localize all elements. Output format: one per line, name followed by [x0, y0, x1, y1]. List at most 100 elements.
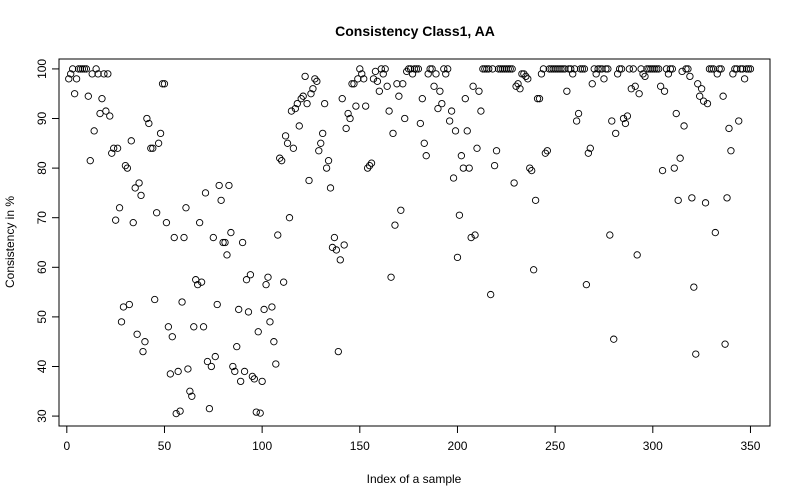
data-point [569, 70, 577, 78]
data-point [217, 196, 225, 204]
data-point [619, 114, 628, 123]
data-point [160, 80, 169, 88]
data-point [125, 300, 133, 309]
y-axis: 30 40 50 60 70 80 90 100 [35, 59, 59, 423]
data-point [385, 107, 393, 115]
data-point [301, 72, 309, 81]
data-point [231, 367, 239, 376]
data-point [225, 181, 233, 190]
data-point [410, 65, 419, 73]
data-point [143, 114, 151, 123]
data-point [475, 87, 483, 95]
data-point [590, 65, 598, 73]
data-point [74, 65, 83, 73]
data-point [604, 65, 612, 73]
data-point [72, 75, 81, 83]
data-point [420, 139, 428, 147]
data-point [729, 70, 737, 78]
data-point [170, 233, 178, 242]
data-point [199, 323, 208, 331]
data-point [70, 90, 79, 98]
data-point [586, 144, 594, 152]
data-point [92, 65, 100, 73]
data-point [111, 216, 120, 224]
data-point [362, 102, 370, 110]
x-tick-label: 350 [740, 439, 760, 453]
data-point [360, 75, 368, 83]
data-point [383, 82, 391, 90]
data-point [514, 80, 522, 88]
data-point [608, 117, 616, 125]
data-point [358, 70, 366, 78]
data-point [541, 149, 550, 157]
data-point [303, 99, 311, 108]
data-point [494, 65, 503, 73]
data-point [209, 233, 217, 242]
data-point [363, 164, 372, 172]
data-point [625, 65, 634, 73]
data-point [365, 161, 374, 170]
data-point [190, 323, 198, 331]
data-point [637, 65, 645, 73]
data-point [547, 65, 555, 73]
data-point [393, 80, 401, 88]
x-tick-label: 250 [545, 439, 565, 453]
data-point [711, 228, 719, 237]
data-point [65, 75, 73, 83]
data-point [330, 233, 339, 242]
data-point [332, 246, 341, 254]
data-point [610, 335, 618, 343]
data-point [219, 238, 227, 247]
data-point [444, 65, 452, 73]
data-point [69, 65, 77, 73]
data-point [311, 75, 319, 83]
data-point [369, 75, 378, 83]
data-point [565, 65, 573, 73]
data-points [65, 65, 755, 418]
data-point [596, 65, 604, 73]
data-point [399, 80, 407, 88]
data-point [135, 179, 143, 187]
data-point [102, 107, 110, 115]
data-point [229, 362, 237, 371]
data-point [266, 318, 274, 326]
data-point [600, 75, 608, 83]
data-point [668, 65, 676, 73]
data-point [299, 92, 307, 100]
data-point [512, 82, 520, 90]
data-point [207, 362, 216, 371]
data-point [184, 365, 192, 373]
data-point [621, 119, 630, 128]
data-point [504, 65, 512, 73]
data-point [406, 65, 415, 73]
data-point [172, 409, 180, 418]
data-point [346, 114, 354, 123]
data-point [188, 392, 196, 400]
data-point [166, 370, 174, 378]
data-point [309, 85, 317, 93]
data-point [238, 238, 247, 247]
x-tick-label: 150 [350, 439, 370, 453]
data-point [115, 204, 124, 212]
data-point [195, 219, 204, 227]
data-point [696, 92, 704, 100]
data-point [588, 80, 596, 88]
data-point [305, 176, 313, 185]
data-point [477, 107, 485, 115]
data-point [131, 184, 139, 192]
data-point [557, 65, 565, 73]
data-point [154, 139, 163, 147]
data-point [651, 65, 659, 73]
data-point [180, 233, 188, 242]
data-point [98, 95, 106, 103]
data-point [705, 65, 714, 73]
y-tick-label: 60 [35, 260, 49, 274]
data-point [653, 65, 661, 73]
data-point [344, 109, 352, 118]
data-point [182, 204, 190, 212]
data-point [672, 109, 680, 118]
x-tick-label: 200 [447, 439, 467, 453]
data-point [153, 209, 161, 217]
data-point [719, 92, 727, 100]
